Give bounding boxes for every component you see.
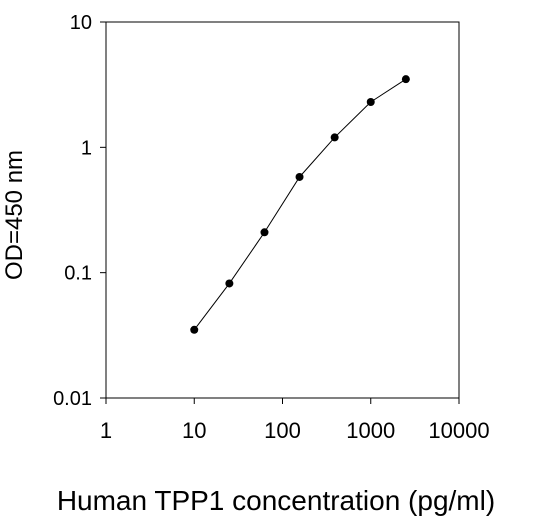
data-point <box>190 325 199 334</box>
data-point <box>295 172 304 181</box>
y-tick-label: 0.01 <box>53 388 92 410</box>
x-tick-label: 10 <box>182 418 206 443</box>
data-point <box>366 97 375 106</box>
y-tick-label: 1 <box>81 137 92 159</box>
x-axis-ticks: 1 10 100 1000 10000 <box>100 398 490 443</box>
x-tick-label: 10000 <box>428 418 489 443</box>
series-line-group <box>193 78 407 331</box>
x-tick-label: 1000 <box>346 418 395 443</box>
data-point <box>225 279 234 288</box>
x-axis-label: Human TPP1 concentration (pg/ml) <box>57 485 495 516</box>
series-points-group <box>190 75 410 334</box>
y-axis-label: OD=450 nm <box>1 150 28 280</box>
data-point <box>401 75 410 84</box>
data-point <box>330 133 339 142</box>
y-tick-label: 0.1 <box>64 263 92 285</box>
x-tick-label: 100 <box>264 418 301 443</box>
data-point <box>260 228 269 237</box>
y-axis-ticks: 0.01 0.1 1 10 <box>53 12 106 410</box>
y-tick-label: 10 <box>70 12 92 34</box>
x-tick-label: 1 <box>100 418 112 443</box>
series-line <box>193 78 407 331</box>
